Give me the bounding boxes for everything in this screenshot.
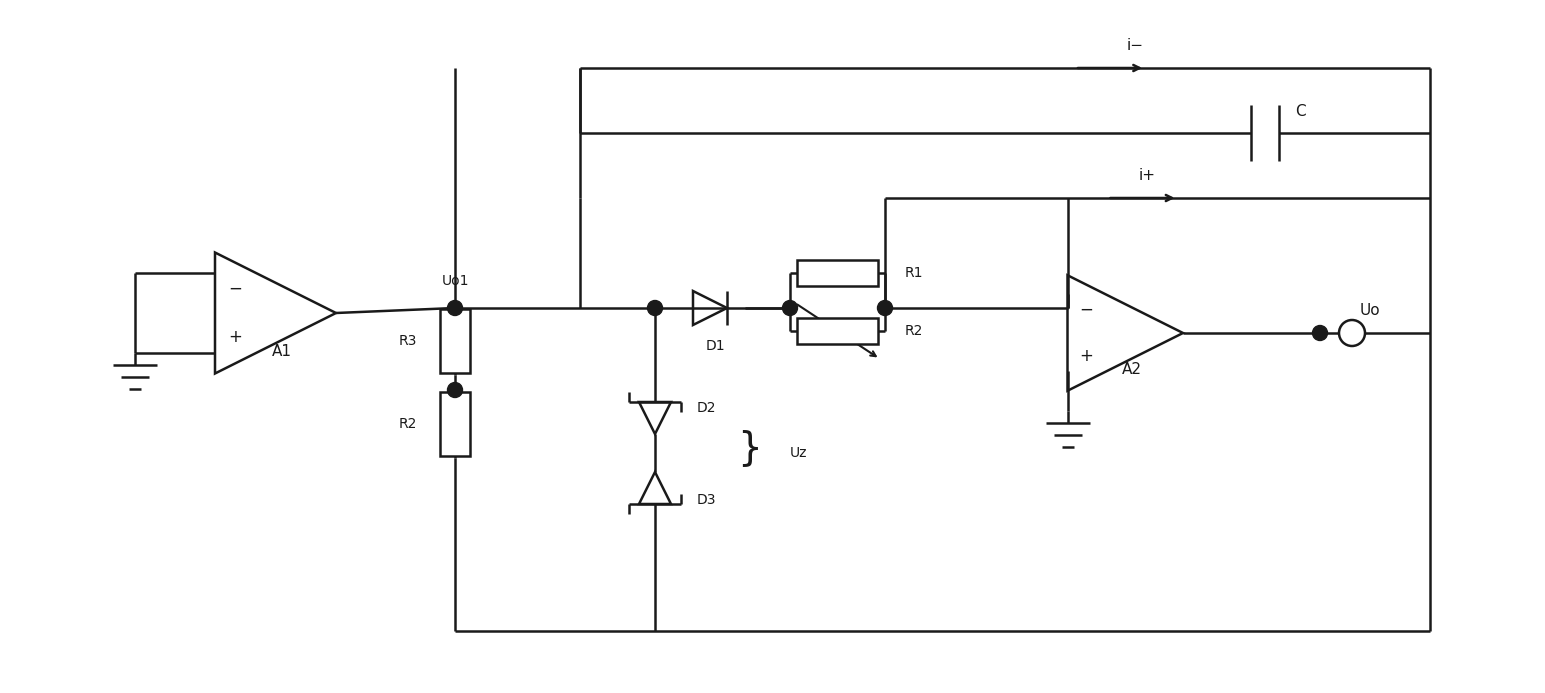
Text: A1: A1	[272, 344, 292, 359]
Bar	[440, 392, 470, 456]
Text: R2: R2	[905, 324, 924, 338]
Text: R1: R1	[905, 266, 924, 280]
Text: C: C	[1295, 103, 1306, 119]
Text: −: −	[1080, 301, 1094, 319]
Text: Uz: Uz	[789, 446, 808, 460]
Circle shape	[647, 301, 663, 315]
Circle shape	[1313, 326, 1327, 340]
Text: −: −	[227, 280, 241, 298]
Text: i−: i−	[1126, 39, 1143, 53]
Text: Uo: Uo	[1360, 304, 1380, 319]
Circle shape	[782, 301, 797, 315]
Text: Uo1: Uo1	[442, 274, 468, 288]
Text: D1: D1	[705, 339, 725, 353]
Text: i+: i+	[1139, 168, 1156, 184]
Text: R3: R3	[399, 335, 417, 349]
Circle shape	[448, 301, 462, 315]
Text: +: +	[227, 328, 241, 346]
Bar	[440, 310, 470, 374]
Text: +: +	[1080, 347, 1094, 365]
Text: D2: D2	[697, 401, 717, 415]
Text: A2: A2	[1122, 362, 1142, 377]
Circle shape	[878, 301, 893, 315]
Text: R2: R2	[399, 417, 417, 431]
Text: }: }	[737, 429, 762, 467]
Bar	[797, 260, 878, 286]
Circle shape	[1340, 320, 1364, 346]
Circle shape	[448, 383, 462, 398]
Bar	[797, 318, 878, 344]
Text: D3: D3	[697, 493, 717, 507]
